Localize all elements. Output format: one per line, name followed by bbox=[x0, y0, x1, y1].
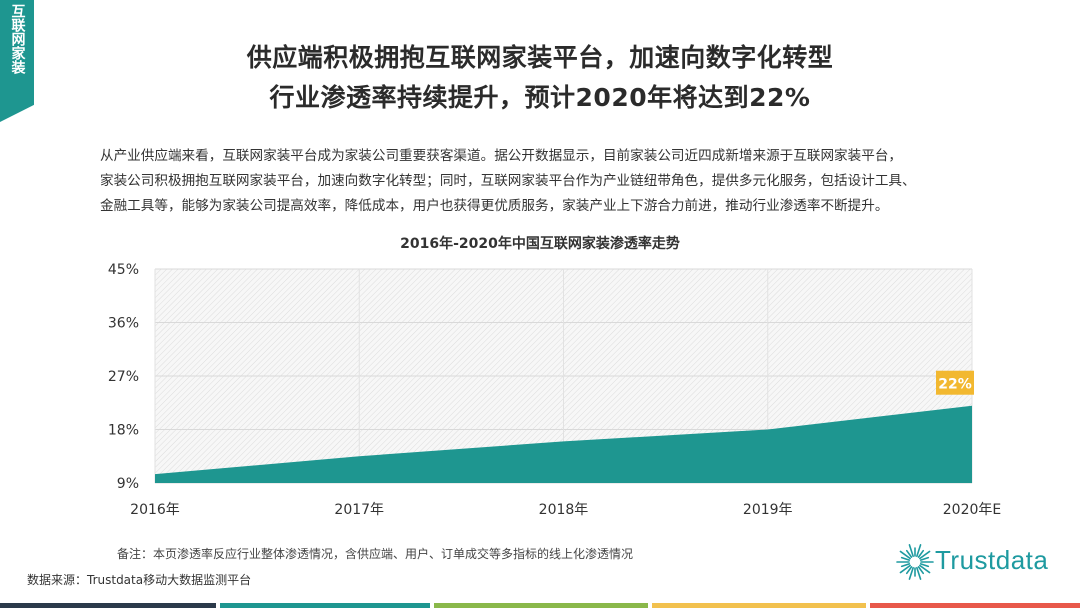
x-tick-label: 2016年 bbox=[130, 502, 180, 518]
bottom-bar-segment bbox=[652, 603, 866, 608]
logo-text: Trustdata bbox=[935, 545, 1049, 575]
section-tag-label: 互联网家装 bbox=[9, 4, 26, 74]
penetration-area-chart: 9% 18% 27% 36% 45% 2016年 2017年 2018年 2019年 2020年E… bbox=[108, 262, 1001, 518]
bottom-bar-segment bbox=[220, 603, 430, 608]
data-source: 数据来源：Trustdata移动大数据监测平台 bbox=[27, 573, 252, 587]
x-tick-label: 2017年 bbox=[334, 502, 384, 518]
footnote: 备注：本页渗透率反应行业整体渗透情况，含供应端、用户、订单成交等多指标的线上化渗… bbox=[117, 547, 634, 561]
bottom-bar-segment bbox=[0, 603, 216, 608]
x-tick-label: 2020年E bbox=[943, 502, 1001, 518]
section-tag bbox=[0, 0, 34, 122]
chart-title: 2016年-2020年中国互联网家装渗透率走势 bbox=[400, 236, 680, 252]
y-tick-label: 45% bbox=[108, 262, 139, 278]
trustdata-logo: Trustdata bbox=[893, 537, 1068, 587]
y-tick-label: 36% bbox=[108, 316, 139, 332]
data-label: 22% bbox=[938, 377, 972, 393]
intro-line: 金融工具等，能够为家装公司提高效率，降低成本，用户也获得更优质服务，家装产业上下… bbox=[100, 198, 889, 214]
x-tick-label: 2019年 bbox=[743, 502, 793, 518]
y-tick-label: 9% bbox=[117, 476, 139, 492]
x-tick-label: 2018年 bbox=[539, 502, 589, 518]
page-title-line2: 行业渗透率持续提升，预计2020年将达到22% bbox=[269, 83, 811, 112]
bottom-bar-segment bbox=[870, 603, 1080, 608]
data-label-badge bbox=[936, 370, 974, 395]
bottom-color-bar bbox=[0, 603, 1080, 608]
y-tick-label: 27% bbox=[108, 369, 139, 385]
bottom-bar-segment bbox=[434, 603, 648, 608]
intro-paragraph: 从产业供应端来看，互联网家装平台成为家装公司重要获客渠道。据公开数据显示，目前家… bbox=[100, 144, 1060, 219]
sunburst-icon bbox=[896, 544, 934, 580]
intro-line: 从产业供应端来看，互联网家装平台成为家装公司重要获客渠道。据公开数据显示，目前家… bbox=[100, 148, 903, 164]
series-area bbox=[155, 405, 972, 483]
page-title-line1: 供应端积极拥抱互联网家装平台，加速向数字化转型 bbox=[246, 43, 834, 72]
intro-line: 家装公司积极拥抱互联网家装平台，加速向数字化转型；同时，互联网家装平台作为产业链… bbox=[100, 173, 916, 189]
y-tick-label: 18% bbox=[108, 423, 139, 439]
